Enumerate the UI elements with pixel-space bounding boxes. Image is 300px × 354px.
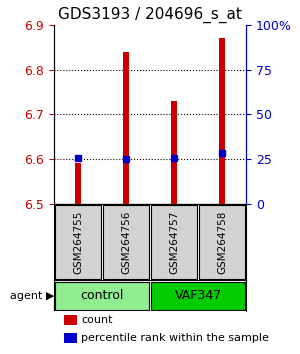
Text: VAF347: VAF347	[174, 289, 222, 302]
Bar	[123, 52, 129, 204]
Text: agent ▶: agent ▶	[10, 291, 54, 301]
Text: GSM264758: GSM264758	[217, 210, 227, 274]
Text: GSM264756: GSM264756	[121, 210, 131, 274]
FancyBboxPatch shape	[55, 205, 101, 279]
FancyBboxPatch shape	[151, 205, 197, 279]
Bar	[171, 101, 177, 204]
Text: GSM264757: GSM264757	[169, 210, 179, 274]
FancyBboxPatch shape	[55, 282, 149, 310]
FancyBboxPatch shape	[103, 205, 149, 279]
FancyBboxPatch shape	[151, 282, 245, 310]
Text: count: count	[81, 315, 112, 325]
Bar	[75, 164, 81, 204]
Text: percentile rank within the sample: percentile rank within the sample	[81, 333, 269, 343]
Bar	[64, 315, 77, 325]
FancyBboxPatch shape	[199, 205, 245, 279]
Text: GSM264755: GSM264755	[73, 210, 83, 274]
Text: control: control	[80, 289, 124, 302]
Bar	[219, 38, 225, 204]
Bar	[64, 333, 77, 343]
Title: GDS3193 / 204696_s_at: GDS3193 / 204696_s_at	[58, 7, 242, 23]
